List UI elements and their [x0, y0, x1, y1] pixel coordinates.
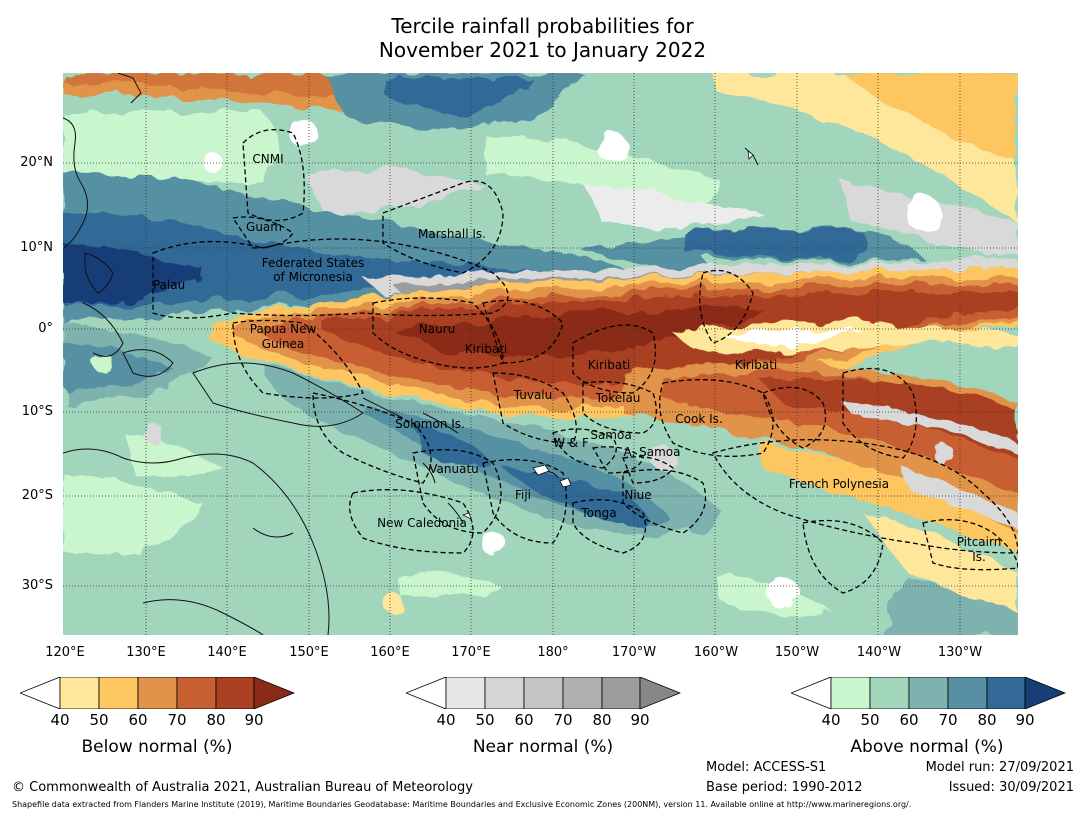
label-french-polynesia: French Polynesia — [788, 477, 890, 491]
islands — [461, 150, 754, 520]
lon-label: 150°W — [774, 645, 820, 660]
label-tonga: Tonga — [581, 506, 617, 520]
label-palau: Palau — [152, 278, 186, 292]
label-tokelau: Tokelau — [595, 391, 641, 405]
label-solomon: Solomon Is. — [395, 417, 465, 431]
colorbar-title-above: Above normal (%) — [850, 737, 1004, 757]
colorbar-tick: 80 — [206, 711, 226, 729]
label-pitcairn-1: Pitcairn — [956, 535, 1002, 549]
lat-label: 10°N — [20, 240, 53, 255]
label-wf: W & F — [553, 436, 589, 450]
label-vanuatu: Vanuatu — [429, 462, 479, 476]
label-png-2: Guinea — [261, 337, 305, 351]
lon-label: 130°W — [937, 645, 983, 660]
colorbar-title-near: Near normal (%) — [472, 737, 614, 757]
label-cnmi: CNMI — [252, 152, 284, 166]
colorbar-tick: 60 — [899, 711, 919, 729]
label-kiribati-central: Kiribati — [587, 358, 631, 372]
colorbar-tick: 40 — [50, 711, 70, 729]
lon-label: 170°E — [451, 645, 491, 660]
label-kiribati-east: Kiribati — [734, 358, 778, 372]
colorbar-tick: 40 — [821, 711, 841, 729]
lat-label: 20°S — [21, 488, 53, 503]
label-guam: Guam — [246, 220, 282, 234]
colorbar-tick: 50 — [89, 711, 109, 729]
label-pitcairn-2: Is. — [972, 550, 986, 564]
colorbar-tick: 60 — [514, 711, 534, 729]
lat-label: 20°N — [20, 155, 53, 170]
lat-label: 0° — [38, 321, 53, 336]
colorbar-tick: 70 — [167, 711, 187, 729]
colorbar-tick: 80 — [977, 711, 997, 729]
lat-label: 10°S — [21, 404, 53, 419]
colorbar-near-normal — [406, 677, 681, 709]
colorbar-tick: 80 — [592, 711, 612, 729]
rainfall-probability-map: CNMI Guam Marshall Is. Federated States … — [63, 73, 1018, 635]
colorbar-above-normal — [791, 677, 1066, 709]
shapefile-credit: Shapefile data extracted from Flanders M… — [12, 800, 912, 809]
colorbar-tick: 50 — [860, 711, 880, 729]
lon-label: 150°E — [289, 645, 329, 660]
colorbar-title-below: Below normal (%) — [81, 737, 233, 757]
lon-label: 170°W — [611, 645, 657, 660]
label-new-caledonia: New Caledonia — [377, 516, 467, 530]
label-fsm-2: of Micronesia — [273, 270, 353, 284]
title-line-1: Tercile rainfall probabilities for — [391, 14, 694, 38]
coastlines — [63, 73, 759, 635]
lon-label: 160°E — [370, 645, 410, 660]
label-fsm-1: Federated States — [261, 256, 365, 270]
label-marshall: Marshall Is. — [418, 227, 486, 241]
colorbar-tick: 50 — [475, 711, 495, 729]
model-run: Model run: 27/09/2021 — [925, 760, 1074, 775]
label-png-1: Papua New — [249, 322, 317, 336]
colorbar-below-normal — [20, 677, 295, 709]
lon-label: 140°W — [856, 645, 902, 660]
label-tuvalu: Tuvalu — [513, 388, 553, 402]
colorbar-tick: 90 — [244, 711, 264, 729]
colorbar-tick: 70 — [938, 711, 958, 729]
label-american-samoa: A. Samoa — [623, 445, 681, 459]
model-name: Model: ACCESS-S1 — [706, 760, 827, 775]
lon-label: 180° — [537, 645, 569, 660]
copyright: © Commonwealth of Australia 2021, Austra… — [12, 780, 473, 795]
colorbar-tick: 60 — [128, 711, 148, 729]
label-nauru: Nauru — [418, 322, 456, 336]
label-samoa: Samoa — [590, 428, 632, 442]
label-cook: Cook Is. — [675, 412, 723, 426]
lon-label: 160°W — [693, 645, 739, 660]
lon-label: 140°E — [207, 645, 247, 660]
lon-label: 120°E — [45, 645, 85, 660]
title-line-2: November 2021 to January 2022 — [378, 38, 707, 62]
colorbar-tick: 90 — [1015, 711, 1035, 729]
colorbar-tick: 40 — [436, 711, 456, 729]
label-niue: Niue — [624, 488, 652, 502]
label-fiji: Fiji — [514, 488, 532, 502]
issued-date: Issued: 30/09/2021 — [948, 780, 1074, 795]
colorbar-tick: 70 — [553, 711, 573, 729]
lon-label: 130°E — [126, 645, 166, 660]
lat-label: 30°S — [21, 578, 53, 593]
label-kiribati-west: Kiribati — [464, 342, 508, 356]
colorbar-tick: 90 — [630, 711, 650, 729]
map-canvas — [63, 73, 1018, 635]
base-period: Base period: 1990-2012 — [706, 780, 863, 795]
map-title: Tercile rainfall probabilities for Novem… — [0, 14, 1085, 62]
